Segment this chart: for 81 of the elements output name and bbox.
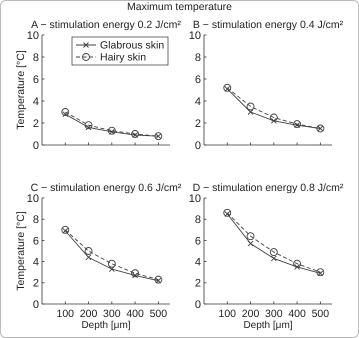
- point: [224, 210, 230, 217]
- point: [248, 240, 254, 247]
- point: [61, 226, 70, 234]
- point: [108, 266, 115, 272]
- y-axis-title: Temperature [°C]: [15, 50, 27, 130]
- y-axis-title: Temperature [°C]: [15, 211, 27, 291]
- point: [223, 84, 232, 92]
- point: [132, 132, 138, 138]
- x-axis-title: Depth [μm]: [81, 320, 131, 331]
- point: [86, 254, 92, 260]
- x-tick-label: 300: [103, 308, 121, 320]
- chart-title: C − stimulation energy 0.6 J/cm²: [30, 182, 182, 194]
- point: [223, 208, 232, 217]
- x-tick-label: 100: [218, 308, 236, 320]
- point: [108, 128, 115, 135]
- y-tick-label: 0: [194, 140, 201, 152]
- point: [84, 121, 92, 130]
- x-tick-label: 500: [312, 308, 330, 320]
- y-tick-label: 6: [32, 235, 39, 248]
- y-tick-label: 10: [188, 30, 201, 42]
- y-tick-label: 8: [194, 52, 201, 64]
- point: [294, 264, 300, 270]
- legend-label: Glabrous skin: [100, 40, 164, 52]
- y-tick-label: 8: [32, 214, 39, 226]
- legend-label: Hairy skin: [100, 52, 146, 64]
- chart-title: A − stimulation energy 0.2 J/cm²: [31, 19, 182, 31]
- y-tick-label: 6: [194, 235, 201, 248]
- x-tick-label: 200: [242, 308, 260, 320]
- chart-title: D − stimulation energy 0.8 J/cm²: [192, 182, 344, 194]
- y-tick-label: 0: [32, 298, 39, 311]
- y-tick-label: 4: [194, 256, 201, 268]
- y-tick-label: 4: [32, 96, 39, 108]
- point: [108, 260, 116, 268]
- point: [84, 247, 92, 255]
- point: [224, 86, 230, 92]
- point: [108, 126, 116, 135]
- point: [294, 122, 300, 128]
- point: [270, 255, 277, 262]
- y-tick-label: 0: [194, 298, 201, 311]
- point: [270, 248, 278, 256]
- point: [270, 114, 278, 122]
- y-tick-label: 2: [32, 118, 39, 130]
- y-tick-label: 8: [32, 52, 39, 64]
- point: [293, 260, 302, 268]
- y-tick-label: 10: [188, 192, 201, 205]
- point: [293, 120, 302, 128]
- point: [61, 108, 70, 116]
- point: [246, 102, 254, 110]
- chart-title: B − stimulation energy 0.4 J/cm²: [192, 19, 344, 31]
- y-tick-label: 2: [194, 278, 201, 290]
- point: [62, 228, 68, 234]
- y-tick-label: 6: [32, 74, 39, 86]
- y-tick-label: 6: [194, 74, 201, 86]
- x-axis-title: Depth [μm]: [243, 320, 293, 331]
- point: [155, 278, 162, 284]
- point: [246, 232, 254, 240]
- point: [270, 118, 277, 124]
- point: [131, 130, 140, 138]
- y-tick-label: 4: [32, 256, 39, 268]
- y-tick-label: 4: [194, 96, 201, 108]
- point: [86, 124, 92, 130]
- x-tick-label: 400: [288, 308, 306, 320]
- x-tick-label: 500: [150, 308, 168, 320]
- y-tick-label: 10: [26, 30, 39, 42]
- x-tick-label: 400: [126, 308, 144, 320]
- y-tick-label: 2: [32, 278, 39, 290]
- point: [154, 276, 162, 284]
- y-tick-label: 10: [26, 192, 39, 205]
- point: [132, 272, 138, 278]
- text: Maximum temperature: [126, 1, 232, 13]
- y-tick-label: 8: [194, 214, 201, 226]
- point: [62, 111, 68, 118]
- y-tick-label: 2: [194, 118, 201, 130]
- x-tick-label: 300: [265, 308, 283, 320]
- point: [131, 269, 140, 278]
- y-tick-label: 0: [32, 140, 39, 152]
- point: [317, 270, 324, 276]
- point: [316, 268, 324, 276]
- x-tick-label: 200: [80, 308, 98, 320]
- x-tick-label: 100: [56, 308, 74, 320]
- point: [248, 109, 254, 115]
